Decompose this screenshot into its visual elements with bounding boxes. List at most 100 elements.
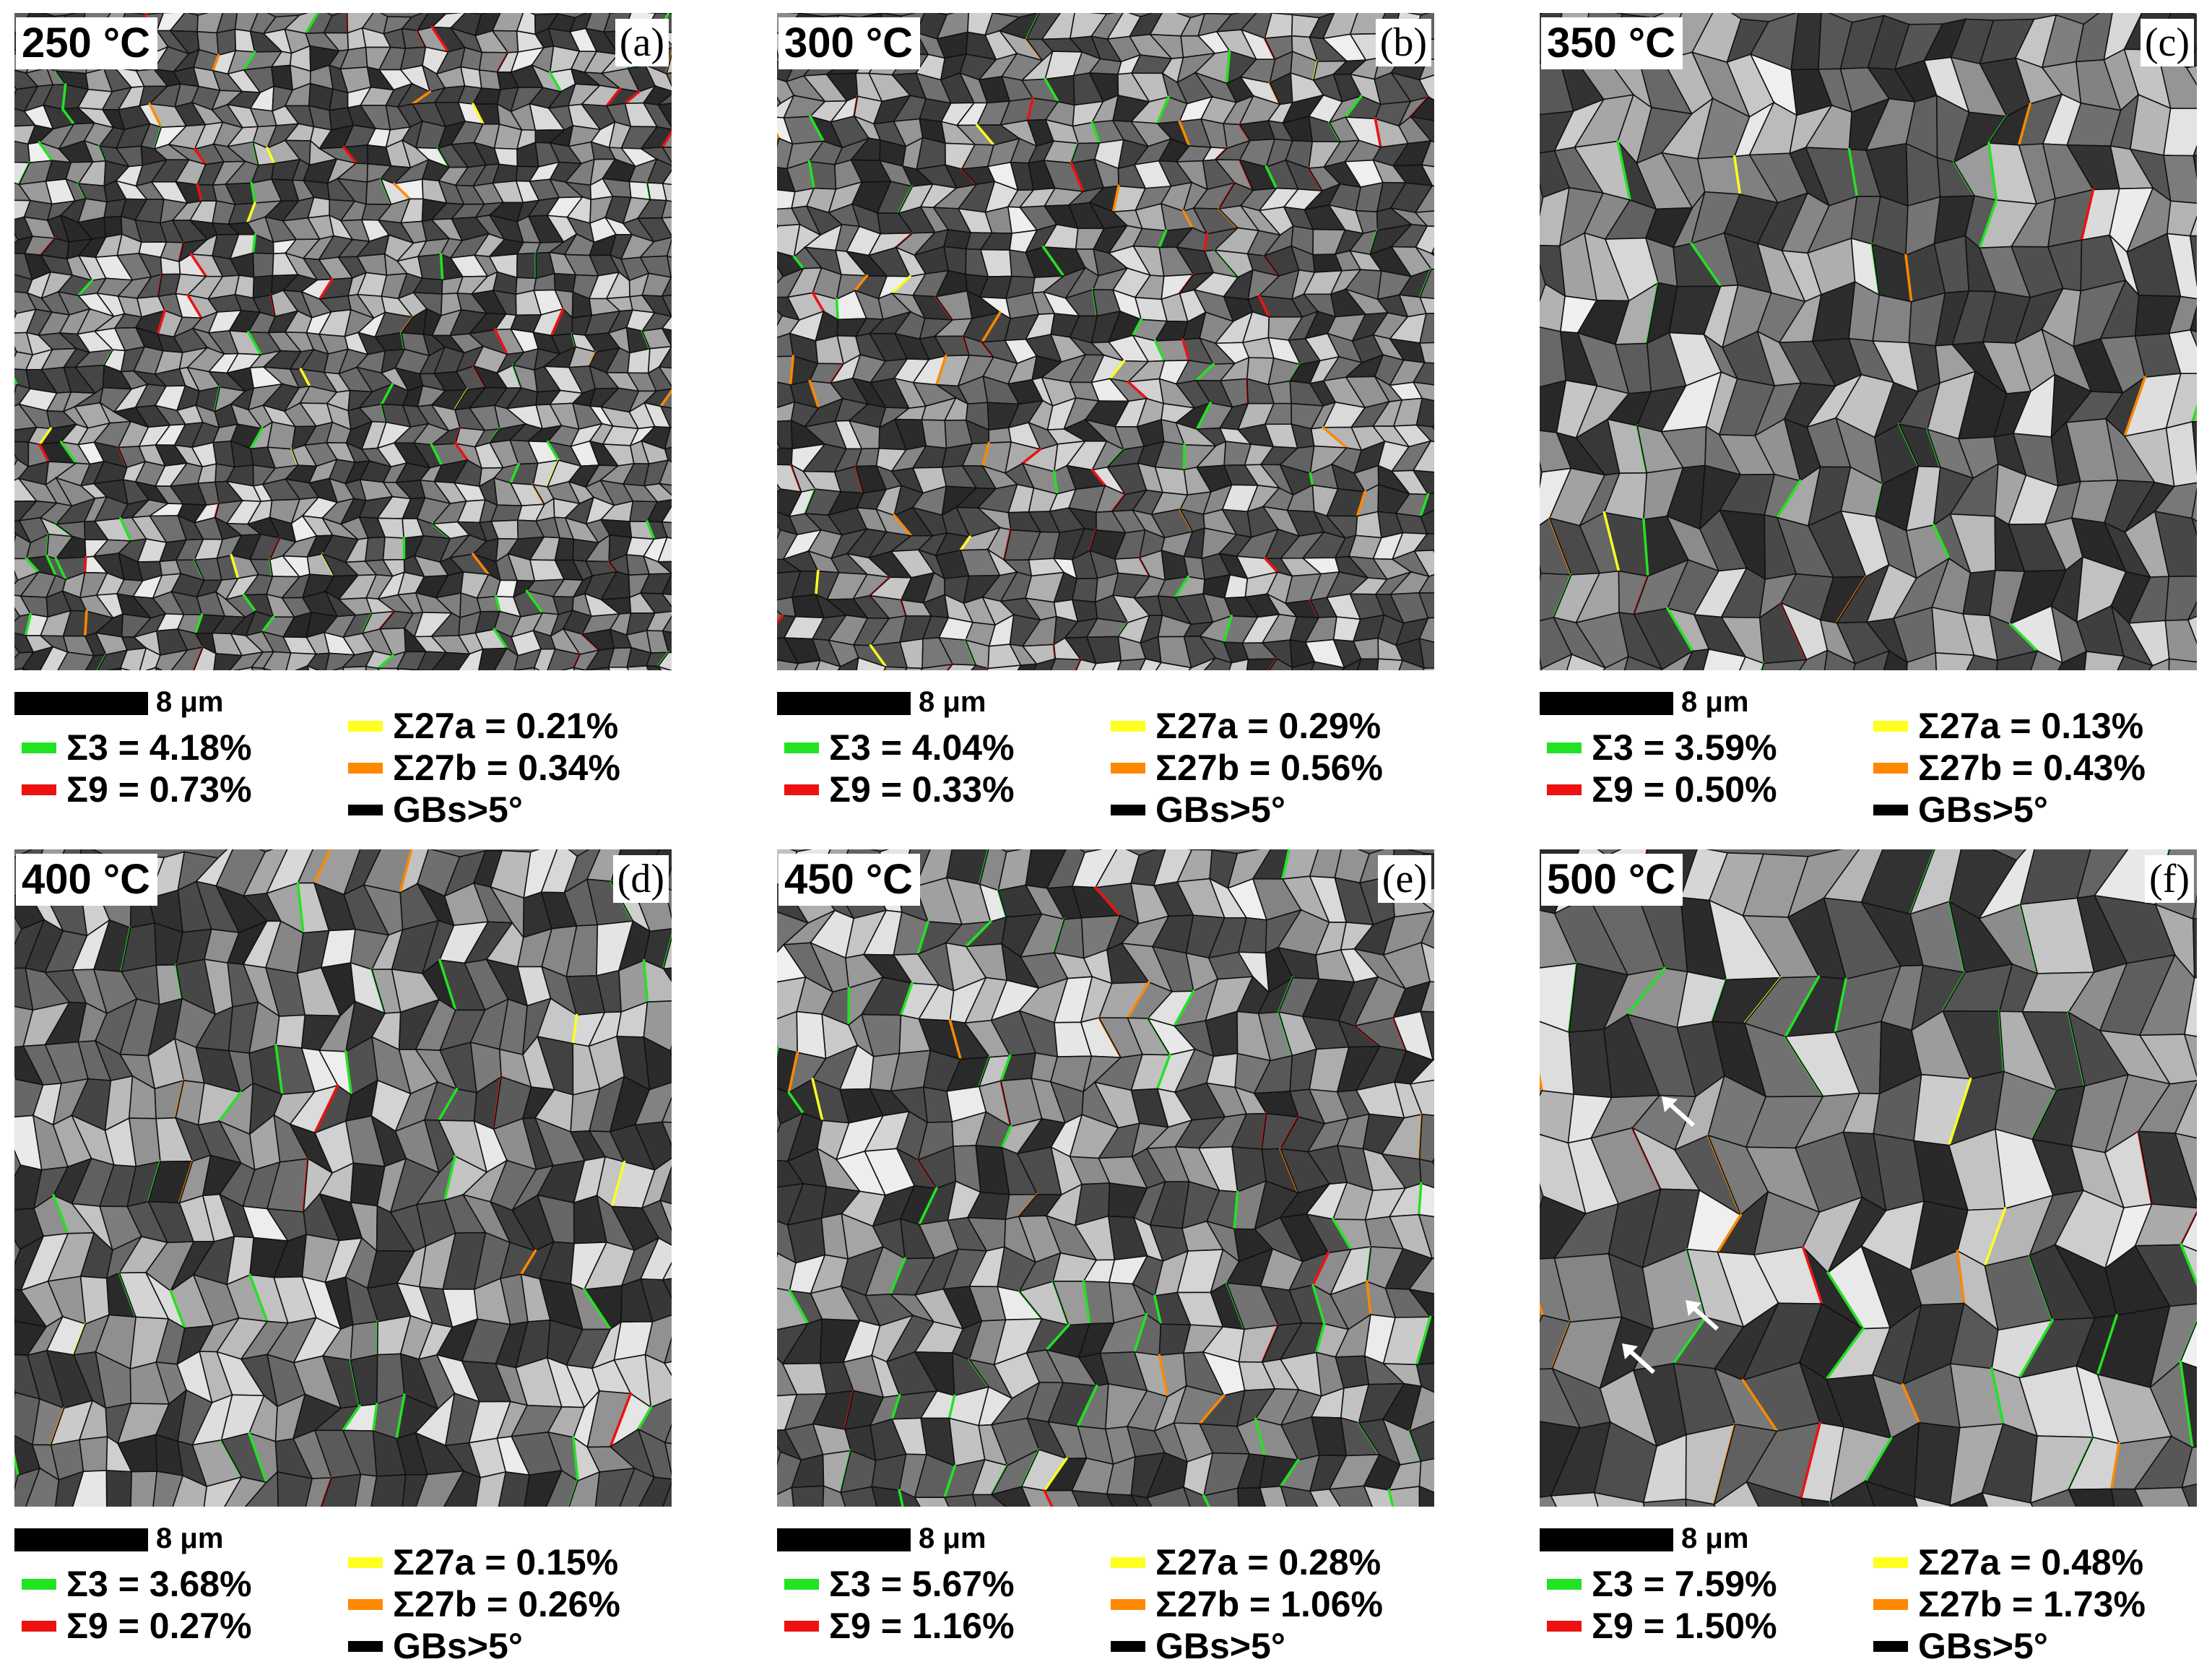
legend-sigma27a: Σ27a = 0.48%	[1873, 1541, 2143, 1583]
legend-gb: GBs>5°	[1111, 1625, 1285, 1667]
arrow-icon	[1659, 1094, 1696, 1131]
grain-map	[1540, 849, 2197, 1507]
sigma3-value: Σ3 = 4.04%	[829, 727, 1015, 768]
legend-sigma9: Σ9 = 0.50%	[1547, 768, 1777, 810]
sigma9-swatch	[22, 784, 56, 795]
gb-label: GBs>5°	[1918, 789, 2048, 831]
sigma27a-value: Σ27a = 0.28%	[1155, 1541, 1381, 1583]
legend-sigma3: Σ3 = 4.04%	[784, 727, 1015, 768]
sigma9-value: Σ9 = 0.33%	[829, 768, 1015, 810]
sigma27a-value: Σ27a = 0.21%	[393, 705, 618, 747]
legend-sigma27b: Σ27b = 0.34%	[348, 747, 620, 789]
sigma27a-value: Σ27a = 0.13%	[1918, 705, 2143, 747]
panel-letter: (d)	[613, 855, 669, 903]
legend-sigma9: Σ9 = 1.50%	[1547, 1605, 1777, 1647]
scale-bar	[14, 1528, 148, 1551]
sigma3-swatch	[1547, 1579, 1582, 1590]
legend-sigma3: Σ3 = 3.59%	[1547, 727, 1777, 768]
temperature-label: 500 °C	[1541, 854, 1683, 906]
legend-sigma27b: Σ27b = 0.26%	[348, 1583, 620, 1625]
sigma27a-value: Σ27a = 0.29%	[1155, 705, 1381, 747]
legend-gb: GBs>5°	[1873, 1625, 2048, 1667]
legend-sigma3: Σ3 = 7.59%	[1547, 1563, 1777, 1605]
micrograph-d	[14, 849, 672, 1507]
scale-bar-label: 8 μm	[156, 1523, 223, 1554]
sigma3-value: Σ3 = 7.59%	[1592, 1563, 1777, 1605]
sigma27a-swatch	[348, 721, 383, 732]
legend-sigma3: Σ3 = 4.18%	[22, 727, 252, 768]
gb-label: GBs>5°	[393, 789, 523, 831]
legend-sigma27a: Σ27a = 0.29%	[1111, 705, 1381, 747]
grain-map	[14, 13, 672, 670]
legend-gb: GBs>5°	[348, 789, 523, 831]
sigma9-swatch	[1547, 784, 1582, 795]
sigma27a-value: Σ27a = 0.15%	[393, 1541, 618, 1583]
gb-swatch	[1111, 1641, 1145, 1652]
sigma27a-swatch	[1873, 721, 1908, 732]
sigma9-swatch	[22, 1621, 56, 1632]
sigma9-value: Σ9 = 0.50%	[1592, 768, 1777, 810]
sigma9-value: Σ9 = 0.27%	[66, 1605, 252, 1647]
temperature-label: 350 °C	[1541, 17, 1683, 69]
sigma9-swatch	[784, 784, 819, 795]
temperature-label: 250 °C	[16, 17, 157, 69]
scale-bar-label: 8 μm	[1681, 686, 1748, 718]
gb-swatch	[348, 805, 383, 815]
legend-sigma27a: Σ27a = 0.13%	[1873, 705, 2143, 747]
micrograph-f	[1540, 849, 2197, 1507]
legend-sigma9: Σ9 = 0.73%	[22, 768, 252, 810]
panel-letter: (c)	[2141, 19, 2194, 66]
legend-sigma3: Σ3 = 3.68%	[22, 1563, 252, 1605]
temperature-label: 300 °C	[778, 17, 920, 69]
panel-letter: (a)	[615, 19, 669, 66]
gb-swatch	[348, 1641, 383, 1652]
temperature-label: 400 °C	[16, 854, 157, 906]
sigma9-swatch	[784, 1621, 819, 1632]
legend-sigma27b: Σ27b = 1.06%	[1111, 1583, 1383, 1625]
legend-sigma9: Σ9 = 0.27%	[22, 1605, 252, 1647]
sigma27b-value: Σ27b = 0.26%	[393, 1583, 620, 1625]
legend-sigma27b: Σ27b = 0.43%	[1873, 747, 2146, 789]
scale-bar	[777, 692, 911, 715]
scale-bar	[777, 1528, 911, 1551]
legend-sigma27b: Σ27b = 1.73%	[1873, 1583, 2146, 1625]
legend-gb: GBs>5°	[348, 1625, 523, 1667]
legend-sigma27a: Σ27a = 0.15%	[348, 1541, 618, 1583]
grain-map	[777, 849, 1434, 1507]
legend-sigma9: Σ9 = 1.16%	[784, 1605, 1015, 1647]
legend-sigma27b: Σ27b = 0.56%	[1111, 747, 1383, 789]
sigma27b-swatch	[1873, 1599, 1908, 1610]
sigma27b-value: Σ27b = 0.34%	[393, 747, 620, 789]
sigma27b-swatch	[1111, 1599, 1145, 1610]
sigma3-value: Σ3 = 3.59%	[1592, 727, 1777, 768]
gb-label: GBs>5°	[1155, 789, 1285, 831]
sigma27a-swatch	[1111, 721, 1145, 732]
sigma27b-swatch	[1873, 763, 1908, 774]
sigma9-value: Σ9 = 1.50%	[1592, 1605, 1777, 1647]
sigma9-value: Σ9 = 0.73%	[66, 768, 252, 810]
legend-sigma3: Σ3 = 5.67%	[784, 1563, 1015, 1605]
scale-bar	[14, 692, 148, 715]
sigma27b-value: Σ27b = 1.06%	[1155, 1583, 1383, 1625]
scale-bar-label: 8 μm	[1681, 1523, 1748, 1554]
legend-sigma27a: Σ27a = 0.28%	[1111, 1541, 1381, 1583]
sigma3-swatch	[22, 1579, 56, 1590]
sigma3-swatch	[22, 742, 56, 753]
sigma27b-value: Σ27b = 0.43%	[1918, 747, 2146, 789]
micrograph-c	[1540, 13, 2197, 670]
gb-label: GBs>5°	[1155, 1625, 1285, 1667]
panel-letter: (e)	[1378, 855, 1431, 903]
sigma27b-value: Σ27b = 0.56%	[1155, 747, 1383, 789]
micrograph-a	[14, 13, 672, 670]
sigma27b-swatch	[348, 1599, 383, 1610]
grain-map	[14, 849, 672, 1507]
sigma3-value: Σ3 = 5.67%	[829, 1563, 1015, 1605]
temperature-label: 450 °C	[778, 854, 920, 906]
sigma27a-swatch	[348, 1557, 383, 1568]
scale-bar	[1540, 692, 1673, 715]
legend-sigma9: Σ9 = 0.33%	[784, 768, 1015, 810]
sigma27a-swatch	[1111, 1557, 1145, 1568]
panel-letter: (b)	[1376, 19, 1431, 66]
sigma27b-swatch	[348, 763, 383, 774]
arrow-icon	[1619, 1341, 1657, 1378]
